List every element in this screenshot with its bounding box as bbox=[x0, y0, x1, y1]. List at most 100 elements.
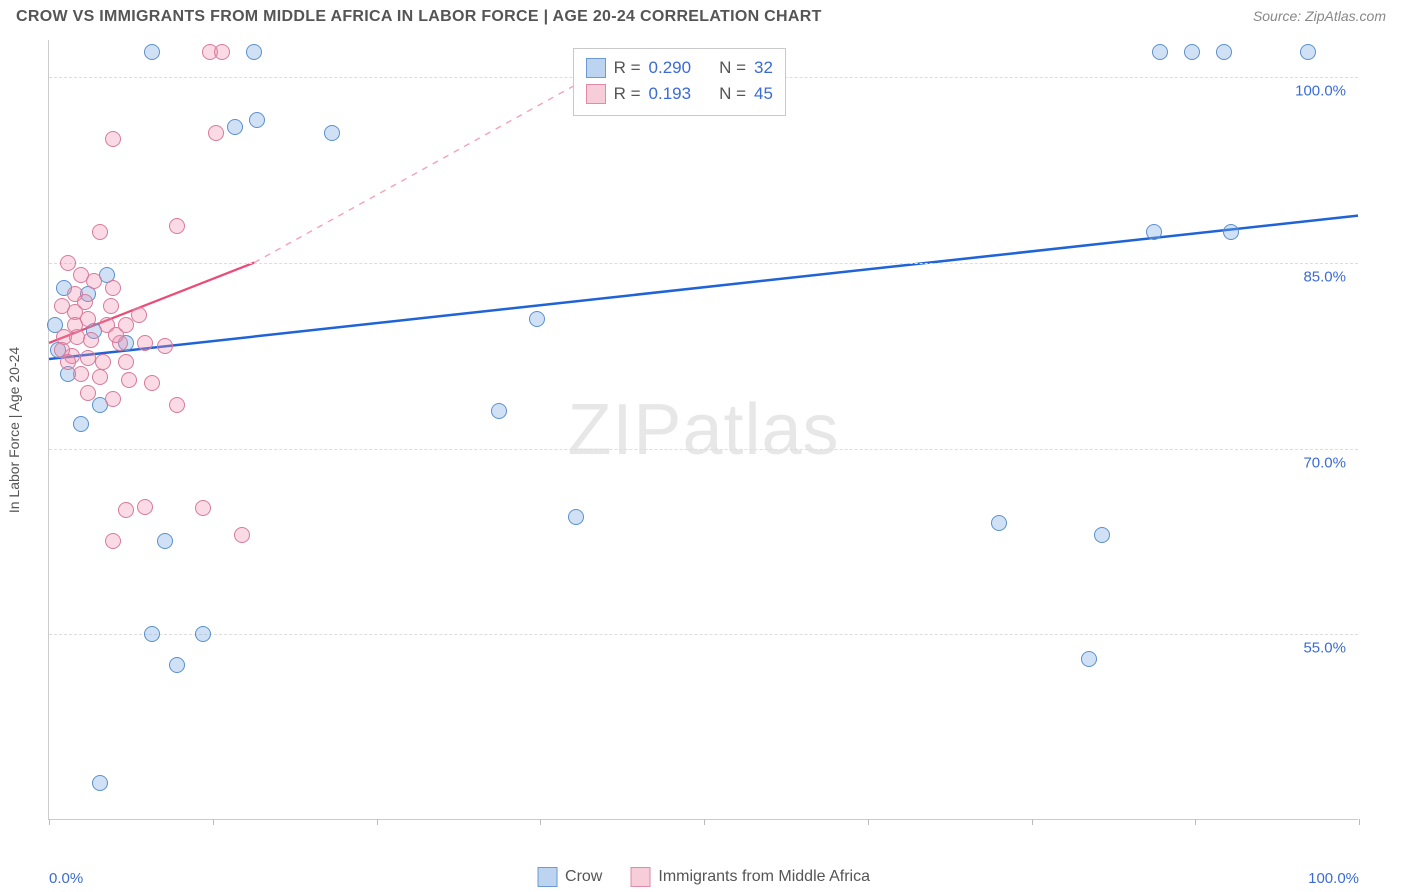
crow-point bbox=[1094, 527, 1110, 543]
immigrants-point bbox=[121, 372, 137, 388]
immigrants-point bbox=[157, 338, 173, 354]
immigrants-point bbox=[144, 375, 160, 391]
crow-point bbox=[1223, 224, 1239, 240]
immigrants-point bbox=[92, 224, 108, 240]
y-tick-label: 85.0% bbox=[1303, 268, 1346, 285]
stats-row-crow: R = 0.290 N = 32 bbox=[586, 55, 773, 81]
x-tick bbox=[49, 819, 50, 825]
stats-box: R = 0.290 N = 32 R = 0.193 N = 45 bbox=[573, 48, 786, 116]
immigrants-legend-label: Immigrants from Middle Africa bbox=[658, 868, 870, 886]
immigrants-point bbox=[234, 527, 250, 543]
gridline bbox=[49, 634, 1358, 635]
immigrants-point bbox=[137, 499, 153, 515]
immigrants-point bbox=[67, 317, 83, 333]
legend-item-crow: Crow bbox=[537, 867, 602, 887]
immigrants-point bbox=[60, 255, 76, 271]
crow-point bbox=[169, 657, 185, 673]
immigrants-point bbox=[208, 125, 224, 141]
x-tick bbox=[540, 819, 541, 825]
immigrants-point bbox=[195, 500, 211, 516]
crow-point bbox=[227, 119, 243, 135]
immigrants-point bbox=[108, 327, 124, 343]
n-value: 45 bbox=[754, 81, 773, 107]
x-tick bbox=[377, 819, 378, 825]
x-tick bbox=[868, 819, 869, 825]
watermark: ZIPatlas bbox=[567, 389, 839, 471]
immigrants-swatch bbox=[586, 84, 606, 104]
crow-point bbox=[1184, 44, 1200, 60]
immigrants-point bbox=[131, 307, 147, 323]
immigrants-point bbox=[214, 44, 230, 60]
crow-legend-swatch bbox=[537, 867, 557, 887]
immigrants-point bbox=[105, 533, 121, 549]
crow-point bbox=[1152, 44, 1168, 60]
x-tick bbox=[1032, 819, 1033, 825]
crow-point bbox=[1300, 44, 1316, 60]
immigrants-legend-swatch bbox=[630, 867, 650, 887]
x-tick bbox=[213, 819, 214, 825]
watermark-light: atlas bbox=[682, 390, 839, 470]
x-tick-label: 0.0% bbox=[49, 870, 83, 887]
x-tick-label: 100.0% bbox=[1308, 870, 1359, 887]
crow-point bbox=[568, 509, 584, 525]
crow-point bbox=[157, 533, 173, 549]
crow-point bbox=[991, 515, 1007, 531]
trend-lines bbox=[49, 40, 1358, 819]
immigrants-point bbox=[92, 369, 108, 385]
y-tick-label: 100.0% bbox=[1295, 83, 1346, 100]
x-tick bbox=[704, 819, 705, 825]
crow-point bbox=[491, 403, 507, 419]
r-value: 0.290 bbox=[649, 55, 692, 81]
immigrants-point bbox=[105, 391, 121, 407]
crow-point bbox=[144, 44, 160, 60]
crow-legend-label: Crow bbox=[565, 868, 602, 886]
y-tick-label: 55.0% bbox=[1303, 640, 1346, 657]
crow-trend bbox=[49, 216, 1358, 359]
immigrants-point bbox=[103, 298, 119, 314]
plot-area: ZIPatlas 55.0%70.0%85.0%100.0%0.0%100.0%… bbox=[48, 40, 1358, 820]
legend: Crow Immigrants from Middle Africa bbox=[537, 867, 870, 887]
immigrants-point bbox=[60, 354, 76, 370]
x-tick bbox=[1195, 819, 1196, 825]
crow-point bbox=[92, 775, 108, 791]
n-label: N = bbox=[719, 81, 746, 107]
immigrants-point bbox=[118, 354, 134, 370]
n-label: N = bbox=[719, 55, 746, 81]
y-tick-label: 70.0% bbox=[1303, 454, 1346, 471]
r-value: 0.193 bbox=[649, 81, 692, 107]
crow-point bbox=[324, 125, 340, 141]
n-value: 32 bbox=[754, 55, 773, 81]
crow-swatch bbox=[586, 58, 606, 78]
immigrants-point bbox=[77, 294, 93, 310]
r-label: R = bbox=[614, 55, 641, 81]
immigrants-point bbox=[80, 385, 96, 401]
crow-point bbox=[249, 112, 265, 128]
immigrants-point bbox=[95, 354, 111, 370]
crow-point bbox=[1146, 224, 1162, 240]
immigrants-point bbox=[86, 273, 102, 289]
r-label: R = bbox=[614, 81, 641, 107]
immigrants-point bbox=[137, 335, 153, 351]
crow-point bbox=[1216, 44, 1232, 60]
x-tick bbox=[1359, 819, 1360, 825]
immigrants-point bbox=[169, 218, 185, 234]
chart-source: Source: ZipAtlas.com bbox=[1253, 8, 1386, 24]
crow-point bbox=[246, 44, 262, 60]
crow-point bbox=[144, 626, 160, 642]
immigrants-point bbox=[83, 332, 99, 348]
gridline bbox=[49, 449, 1358, 450]
crow-point bbox=[73, 416, 89, 432]
watermark-bold: ZIP bbox=[567, 390, 682, 470]
chart-title: CROW VS IMMIGRANTS FROM MIDDLE AFRICA IN… bbox=[16, 8, 822, 26]
crow-point bbox=[1081, 651, 1097, 667]
legend-item-immigrants: Immigrants from Middle Africa bbox=[630, 867, 870, 887]
immigrants-point bbox=[118, 502, 134, 518]
immigrants-point bbox=[105, 280, 121, 296]
correlation-chart: CROW VS IMMIGRANTS FROM MIDDLE AFRICA IN… bbox=[0, 0, 1406, 892]
immigrants-point bbox=[80, 350, 96, 366]
immigrants-point bbox=[169, 397, 185, 413]
y-axis-title: In Labor Force | Age 20-24 bbox=[6, 347, 22, 513]
crow-point bbox=[195, 626, 211, 642]
immigrants-point bbox=[73, 366, 89, 382]
immigrants-trend-dashed bbox=[254, 71, 601, 263]
